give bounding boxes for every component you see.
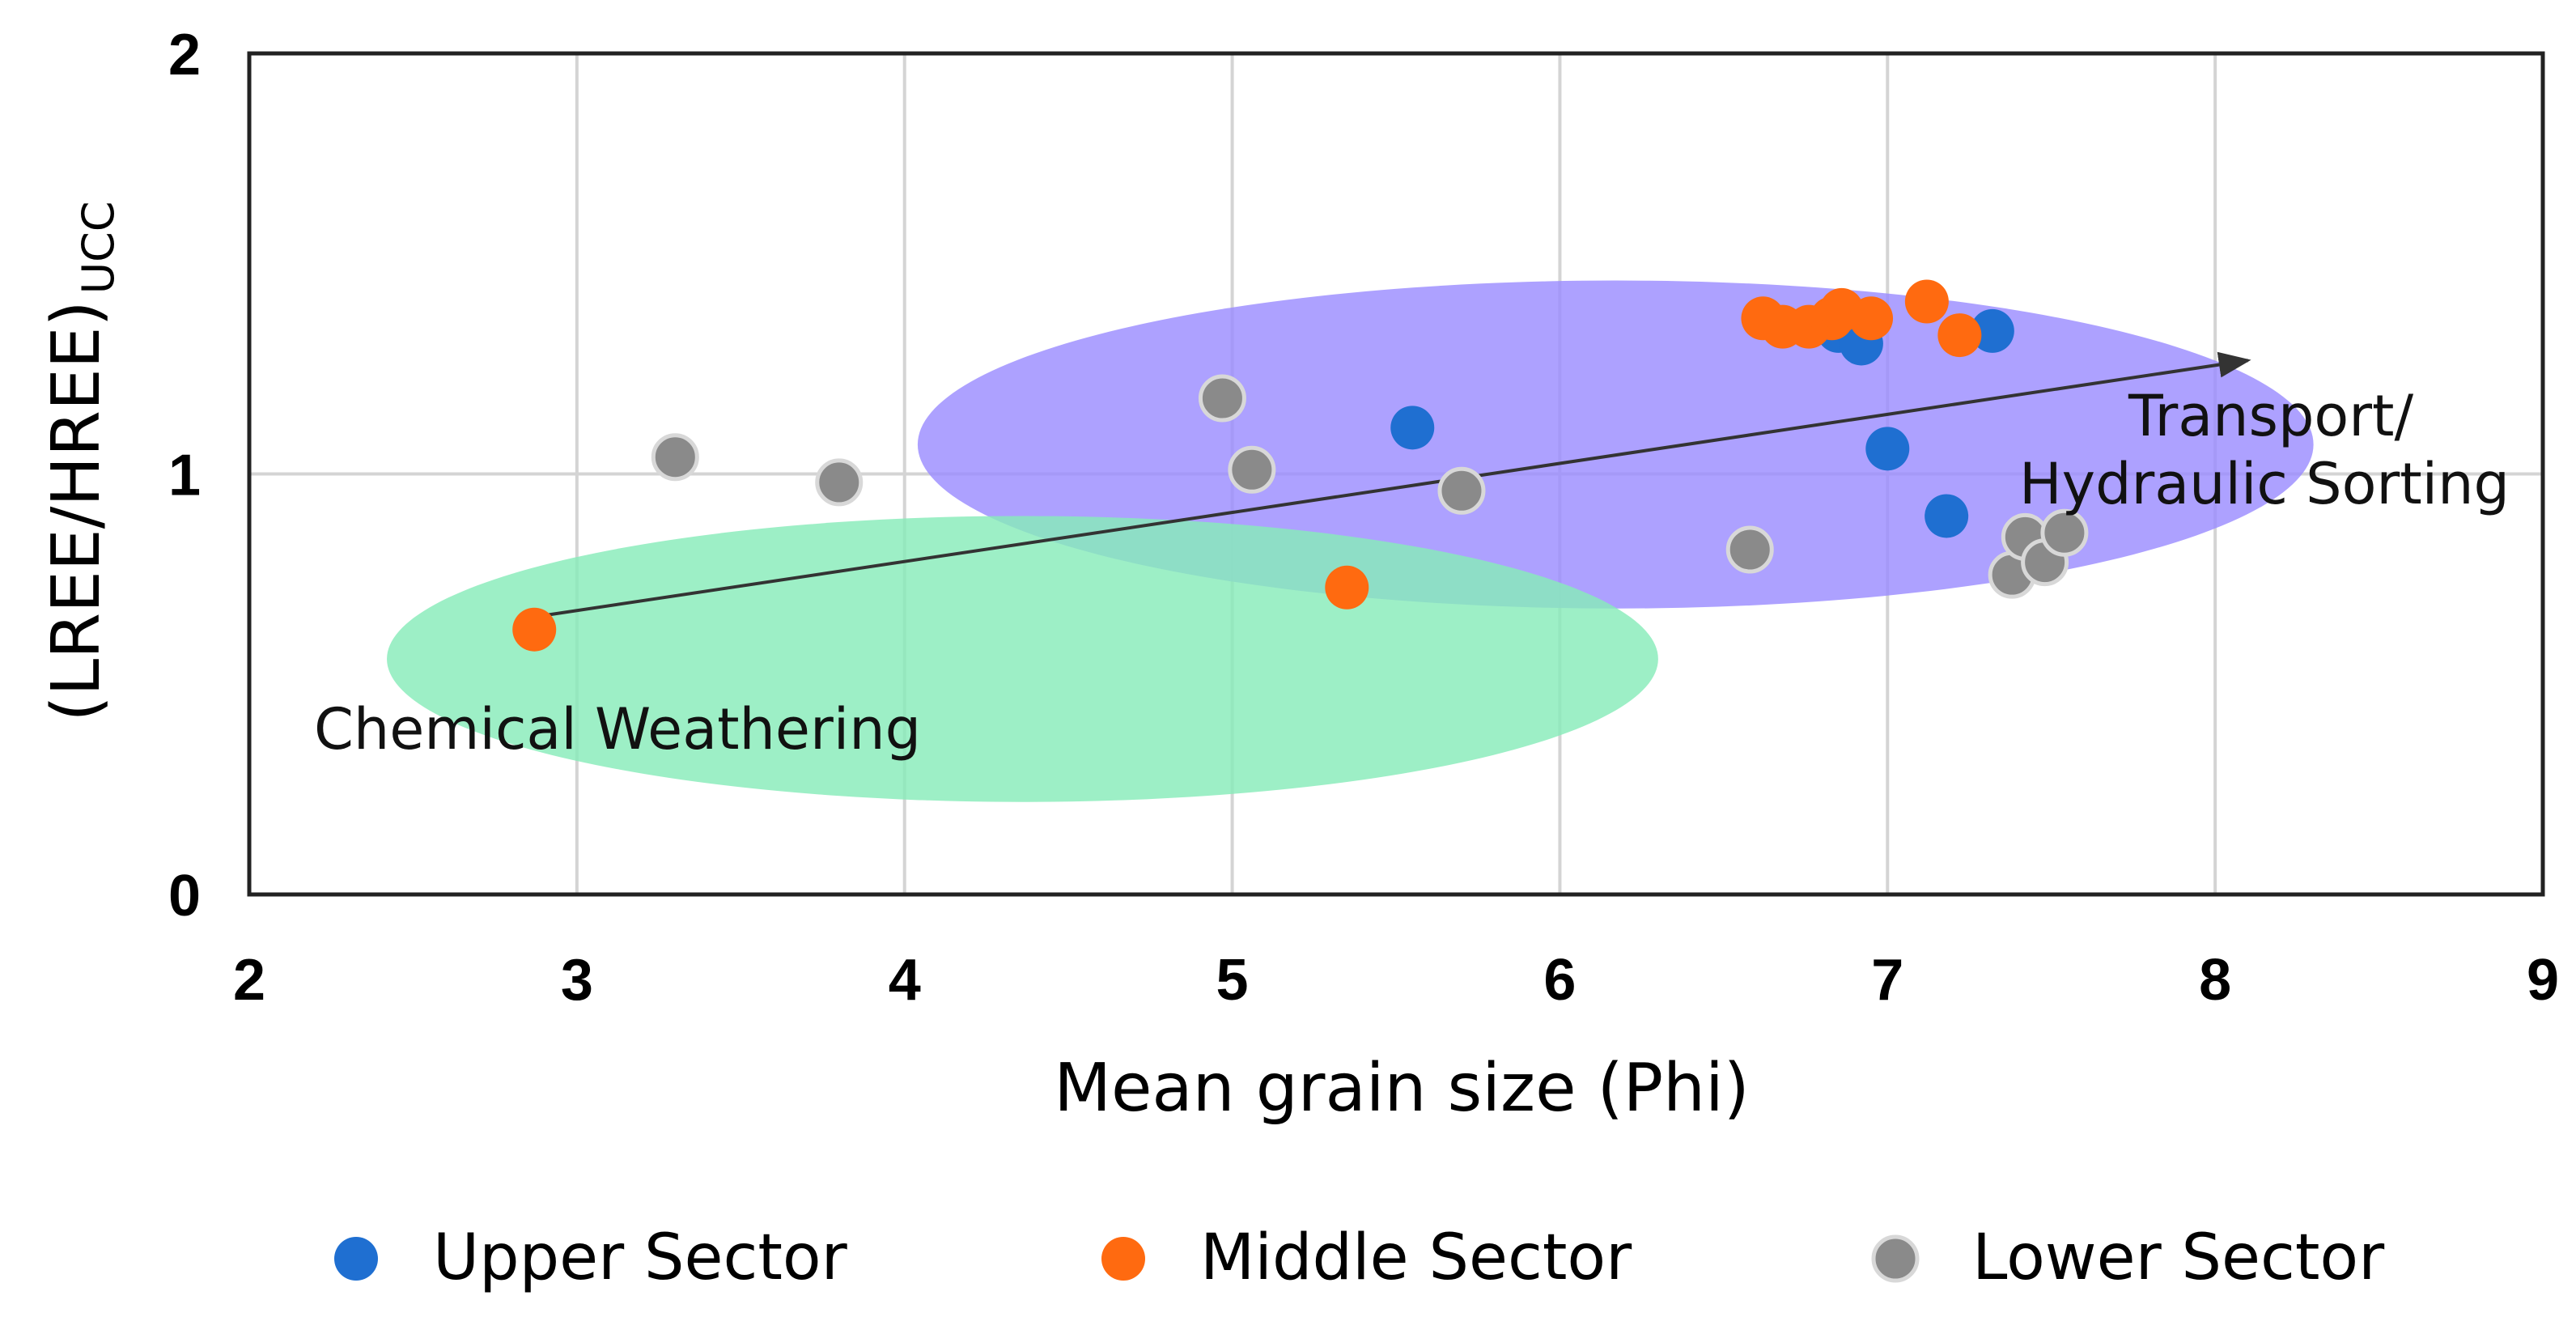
point-middle-sector [1325,565,1369,610]
x-tick-label: 2 [233,948,265,1013]
point-upper-sector [1865,427,1910,471]
point-upper-sector [1390,406,1435,450]
point-upper-sector [1925,494,1969,538]
point-lower-sector [1228,445,1276,494]
y-tick-label: 0 [168,864,201,928]
legend-label-lower-sector: Lower Sector [1972,1221,2385,1294]
point-middle-sector [1904,279,1949,324]
legend: Upper Sector Middle Sector Lower Sector [334,1221,2385,1294]
y-axis-title-subscript: UCC [73,201,124,294]
x-tick-label: 7 [1871,948,1903,1013]
point-lower-sector [815,458,864,507]
plot-frame [247,51,2545,897]
x-tick-label: 6 [1543,948,1576,1013]
annotation-chemical-weathering: Chemical Weathering [314,696,921,763]
point-lower-sector [1198,374,1246,423]
y-axis-title: (LREE/HREE) UCC [38,201,124,721]
point-lower-sector [1725,525,1774,574]
point-lower-sector [651,433,699,482]
annotation-transport-line1: Transport/ [2128,383,2413,449]
data-points [512,279,2089,652]
point-middle-sector [1937,313,1982,358]
legend-marker-lower-sector [1871,1234,1920,1283]
y-axis-title-main: (LREE/HREE) [38,300,115,721]
x-tick-label: 4 [889,948,921,1013]
y-tick-label: 2 [168,23,201,87]
legend-label-middle-sector: Middle Sector [1200,1221,1632,1294]
point-middle-sector [512,607,557,652]
trend-arrow-group [533,351,2251,619]
x-tick-label: 3 [561,948,593,1013]
x-tick-label: 5 [1216,948,1249,1013]
point-lower-sector [2040,508,2089,557]
point-lower-sector [1437,466,1486,515]
legend-marker-middle-sector [1101,1237,1145,1281]
legend-label-upper-sector: Upper Sector [433,1221,848,1294]
y-tick-label: 1 [168,444,201,508]
x-tick-label: 8 [2199,948,2231,1013]
trend-arrow [533,351,2251,619]
point-middle-sector [1849,296,1894,341]
x-tick-label: 9 [2527,948,2559,1013]
annotation-transport-line2: Hydraulic Sorting [2019,451,2510,517]
tick-labels: 2 3 4 5 6 7 8 9 0 1 2 [168,23,2559,1013]
legend-marker-upper-sector [334,1237,378,1281]
point-upper-sector [1970,308,2014,353]
x-axis-title: Mean grain size (Phi) [1054,1050,1750,1127]
